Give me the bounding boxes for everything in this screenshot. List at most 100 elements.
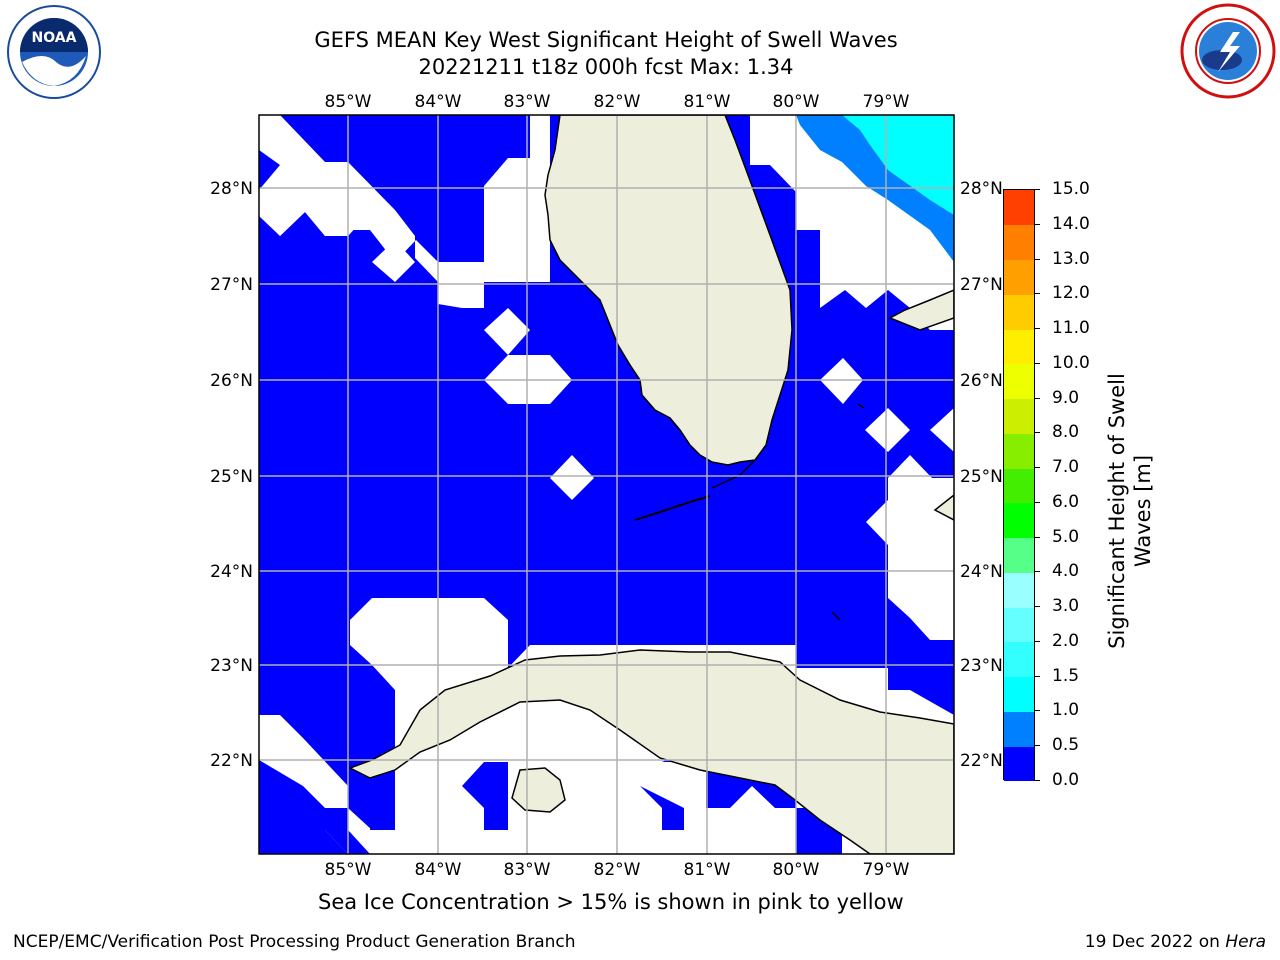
colorbar-tick <box>1034 362 1040 364</box>
colorbar-tick-label: 2.0 <box>1052 630 1080 651</box>
sea-ice-note: Sea Ice Concentration > 15% is shown in … <box>318 890 904 914</box>
noaa-logo-text: NOAA <box>32 30 77 46</box>
lon-tick-label-bottom: 81°W <box>684 860 731 880</box>
colorbar-tick-label: 1.0 <box>1052 700 1080 721</box>
lat-tick-label-left: 23°N <box>210 656 253 676</box>
lat-tick-label-left: 26°N <box>210 371 253 391</box>
lon-tick-label-top: 83°W <box>504 92 551 112</box>
colorbar-cell <box>1004 711 1034 747</box>
chart-title: GEFS MEAN Key West Significant Height of… <box>314 28 898 52</box>
colorbar-tick <box>1034 675 1040 677</box>
lon-tick-label-bottom: 84°W <box>415 860 462 880</box>
axis-tick-labels: 85°W 85°W 84°W 84°W 83°W 83°W 82°W 82°W 81°W 81°W… <box>210 92 1003 880</box>
colorbar-cell <box>1004 398 1034 434</box>
nws-logo <box>1180 3 1276 99</box>
colorbar-tick-label: 8.0 <box>1052 422 1080 443</box>
colorbar-cell <box>1004 676 1034 712</box>
colorbar-cell <box>1004 607 1034 643</box>
colorbar-tick <box>1034 258 1040 260</box>
colorbar-cell <box>1004 537 1034 573</box>
colorbar-tick <box>1034 571 1040 573</box>
lon-tick-label-bottom: 80°W <box>773 860 820 880</box>
colorbar-tick-label: 1.5 <box>1052 665 1080 686</box>
lon-tick-label-top: 81°W <box>684 92 731 112</box>
lat-tick-label-left: 27°N <box>210 275 253 295</box>
lon-tick-label-top: 79°W <box>863 92 910 112</box>
lat-tick-label-right: 25°N <box>960 467 1003 487</box>
colorbar-tick <box>1034 501 1040 503</box>
colorbar-tick <box>1034 640 1040 642</box>
colorbar-cell <box>1004 224 1034 260</box>
colorbar-tick <box>1034 780 1040 781</box>
colorbar-tick-label: 5.0 <box>1052 526 1080 547</box>
colorbar-tick <box>1034 397 1040 399</box>
colorbar-title-line2: Waves [m] <box>1131 454 1155 568</box>
colorbar-title: Significant Height of Swell Waves [m] <box>1104 331 1156 691</box>
colorbar-cell <box>1004 190 1034 226</box>
colorbar-tick <box>1034 293 1040 295</box>
colorbar-tick-label: 9.0 <box>1052 387 1080 408</box>
lat-tick-label-right: 28°N <box>960 179 1003 199</box>
lat-tick-label-right: 26°N <box>960 371 1003 391</box>
date-stamp: 19 Dec 2022 on Hera <box>1085 932 1266 952</box>
grid-lines <box>259 115 954 854</box>
florida-keys <box>634 495 711 521</box>
colorbar-tick <box>1034 536 1040 538</box>
colorbar-cell <box>1004 572 1034 608</box>
colorbar-tick <box>1034 745 1040 747</box>
colorbar-tick-label: 4.0 <box>1052 561 1080 582</box>
lat-tick-label-left: 28°N <box>210 179 253 199</box>
lat-tick-label-right: 27°N <box>960 275 1003 295</box>
colorbar-tick-label: 6.0 <box>1052 491 1080 512</box>
cay-sal <box>831 611 841 621</box>
colorbar-tick <box>1034 328 1040 330</box>
lon-tick-label-bottom: 85°W <box>325 860 372 880</box>
cuba-landmass <box>348 649 954 854</box>
colorbar-tick-label: 10.0 <box>1052 352 1090 373</box>
florida-keys-upper <box>711 459 756 489</box>
bahamas-grand <box>888 289 954 331</box>
colorbar-tick-label: 15.0 <box>1052 179 1090 199</box>
colorbar-cell <box>1004 746 1034 782</box>
colorbar-cell <box>1004 641 1034 678</box>
credit-text: NCEP/EMC/Verification Post Processing Pr… <box>13 932 576 952</box>
colorbar-tick <box>1034 223 1040 225</box>
swell-1.0-1.5 <box>842 115 954 215</box>
colorbar-tick <box>1034 467 1040 469</box>
colorbar-cell <box>1004 433 1034 469</box>
colorbar-tick-label: 0.5 <box>1052 735 1080 756</box>
bimini <box>857 403 865 409</box>
colorbar-cell <box>1004 294 1034 330</box>
colorbar-cell <box>1004 502 1034 539</box>
florida-landmass <box>544 115 793 466</box>
colorbar-cell <box>1004 259 1034 295</box>
colorbar-cell <box>1004 329 1034 365</box>
isla-juventud <box>511 767 566 813</box>
lon-tick-label-bottom: 82°W <box>594 860 641 880</box>
colorbar-tick <box>1034 710 1040 712</box>
lat-tick-label-left: 22°N <box>210 751 253 771</box>
colorbar-cell <box>1004 363 1034 400</box>
noaa-logo: NOAA <box>7 5 101 99</box>
colorbar-tick-label: 13.0 <box>1052 248 1090 269</box>
host-name: Hera <box>1225 932 1266 952</box>
lat-tick-label-right: 24°N <box>960 562 1003 582</box>
lat-tick-label-right: 22°N <box>960 751 1003 771</box>
colorbar-title-line1: Significant Height of Swell <box>1105 373 1129 649</box>
lon-tick-label-top: 80°W <box>773 92 820 112</box>
lat-tick-label-right: 23°N <box>960 656 1003 676</box>
colorbar-tick-label: 3.0 <box>1052 596 1080 617</box>
colorbar-tick-label: 11.0 <box>1052 318 1090 339</box>
lat-tick-label-left: 25°N <box>210 467 253 487</box>
chart-subtitle: 20221211 t18z 000h fcst Max: 1.34 <box>418 55 794 79</box>
colorbar-tick-label: 14.0 <box>1052 213 1090 234</box>
lon-tick-label-top: 82°W <box>594 92 641 112</box>
colorbar-tick-label: 0.0 <box>1052 770 1080 790</box>
swell-lower-areas <box>259 740 842 854</box>
bahamas-andros <box>933 494 954 521</box>
colorbar-tick <box>1034 189 1040 190</box>
map-frame <box>258 114 955 855</box>
lon-tick-label-bottom: 79°W <box>863 860 910 880</box>
colorbar-tick-label: 12.0 <box>1052 283 1090 304</box>
